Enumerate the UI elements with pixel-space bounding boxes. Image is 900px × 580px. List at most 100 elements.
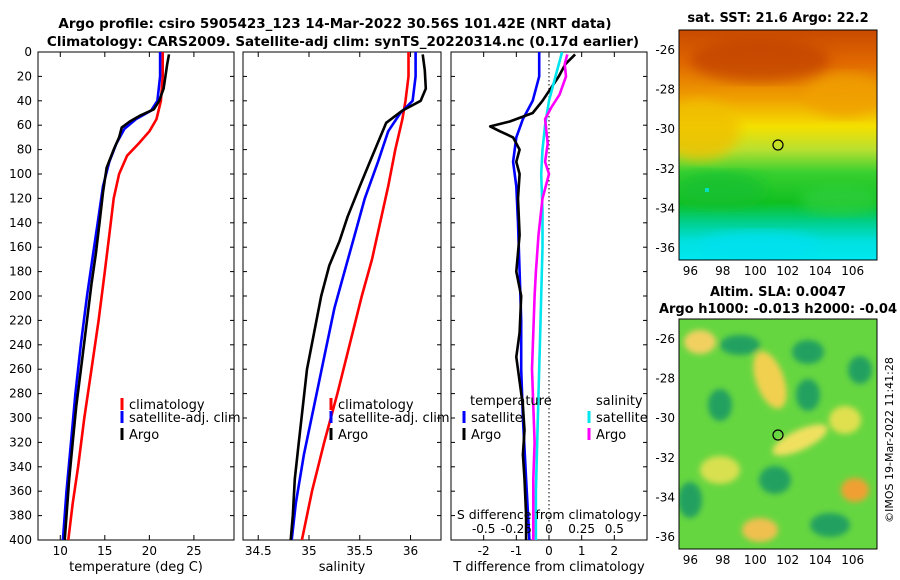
difference-legend: temperature satellite Argo salinity sate… [462, 394, 648, 443]
temperature-xtick-label: 10 [53, 544, 68, 558]
legend-label-t-satellite: satellite [471, 411, 523, 426]
legend-label-climatology: climatology [338, 398, 414, 413]
sla-map-frame [678, 318, 878, 550]
depth-tick-label: 360 [9, 484, 32, 498]
salinity-xlabel: salinity [319, 560, 366, 575]
salinity-line-satellite-adj-clim [290, 52, 417, 540]
depth-tick-label: 260 [9, 362, 32, 376]
salinity-plot [289, 52, 428, 540]
sst-map-xtick-label: 104 [809, 264, 832, 278]
depth-tick-label: 200 [9, 289, 32, 303]
legend-label-argo: Argo [338, 428, 368, 443]
difference-xlabel: T difference from climatology [452, 560, 645, 575]
sla-map-xtick-label: 96 [683, 553, 698, 567]
difference-xtick-label: 2 [611, 544, 619, 558]
temperature-xtick-label: 20 [142, 544, 157, 558]
sst-map-title: sat. SST: 21.6 Argo: 22.2 [687, 11, 868, 26]
sst-map-ytick-label: -28 [655, 82, 675, 96]
temperature-legend: climatology satellite-adj. clim Argo [120, 398, 241, 443]
depth-tick-label: 240 [9, 338, 32, 352]
sst-map-ytick-label: -34 [655, 201, 675, 215]
axes-ticks: 10 15 20 2502040608010012014016018020022024… [9, 30, 877, 567]
argo-location-marker [772, 429, 784, 441]
legend-label-satellite: satellite-adj. clim [129, 411, 241, 426]
sst-map-ytick-label: -32 [655, 162, 675, 176]
depth-tick-label: 120 [9, 191, 32, 205]
depth-tick-label: 60 [17, 118, 32, 132]
sla-map-xtick-label: 106 [841, 553, 864, 567]
salinity-line-climatology [300, 52, 410, 540]
temperature-axes [37, 51, 235, 541]
difference-line-s-satellite [534, 52, 564, 540]
depth-tick-label: 80 [17, 143, 32, 157]
depth-tick-label: 100 [9, 167, 32, 181]
sst-map-frame [678, 29, 878, 261]
salinity-xtick-label: 35 [301, 544, 316, 558]
salinity-diff-tick-label: -0.25 [501, 522, 532, 536]
sst-map [679, 30, 877, 260]
sla-map-ytick-label: -26 [655, 332, 675, 346]
credit-text: ©IMOS 19-Mar-2022 11:41:28 [883, 357, 896, 523]
sst-map-xtick-label: 98 [715, 264, 730, 278]
sst-map-xtick-label: 100 [744, 264, 767, 278]
difference-xtick-label: 0 [545, 544, 553, 558]
difference-plot [488, 52, 577, 540]
sla-map-ytick-label: -30 [655, 411, 675, 425]
salinity-legend: climatology satellite-adj. clim Argo [329, 398, 450, 443]
temperature-xtick-label: 25 [186, 544, 201, 558]
temperature-line-climatology [67, 52, 164, 540]
legend-label-argo: Argo [129, 428, 159, 443]
argo-location-marker [772, 139, 784, 151]
sla-map-xtick-label: 98 [715, 553, 730, 567]
temperature-xtick-label: 15 [97, 544, 112, 558]
difference-line-t-argo [488, 53, 577, 540]
sst-map-xtick-label: 102 [776, 264, 799, 278]
depth-tick-label: 160 [9, 240, 32, 254]
sla-map-xtick-label: 100 [744, 553, 767, 567]
sst-map-ytick-label: -36 [655, 241, 675, 255]
difference-line-s-argo [530, 54, 569, 540]
salinity-diff-tick-label: 0.25 [568, 522, 595, 536]
legend-label-s-satellite: satellite [596, 411, 648, 426]
salinity-axes [242, 51, 442, 541]
legend-label-t-argo: Argo [471, 428, 501, 443]
depth-tick-label: 340 [9, 460, 32, 474]
depth-tick-label: 220 [9, 313, 32, 327]
difference-xtick-label: -2 [478, 544, 490, 558]
sst-map-ytick-label: -30 [655, 122, 675, 136]
salinity-xtick-label: 34.5 [245, 544, 272, 558]
sla-map-title: Altim. SLA: 0.0047 [710, 285, 846, 300]
sla-map-ytick-label: -28 [655, 371, 675, 385]
salinity-xtick-label: 35.5 [346, 544, 373, 558]
salinity-diff-tick-label: 0 [545, 522, 553, 536]
depth-tick-label: 40 [17, 94, 32, 108]
legend-label-s-argo: Argo [596, 428, 626, 443]
legend-label-climatology: climatology [129, 398, 205, 413]
sst-map-xtick-label: 96 [683, 264, 698, 278]
depth-tick-label: 380 [9, 509, 32, 523]
legend-label-satellite: satellite-adj. clim [338, 411, 450, 426]
sla-map-subtitle: Argo h1000: -0.013 h2000: -0.04 [659, 302, 897, 317]
salinity-line-argo [289, 54, 428, 540]
difference-x2label: S difference from climatology [457, 507, 642, 522]
figure-title: Argo profile: csiro 5905423_123 14-Mar-2… [58, 16, 611, 32]
salinity-diff-tick-label: 0.5 [605, 522, 624, 536]
depth-tick-label: 320 [9, 435, 32, 449]
temperature-plot [61, 52, 171, 540]
legend-label-salinity: salinity [596, 394, 643, 409]
depth-tick-label: 400 [9, 533, 32, 547]
legend-label-temperature: temperature [470, 394, 552, 409]
sla-map-ytick-label: -36 [655, 530, 675, 544]
depth-tick-label: 20 [17, 69, 32, 83]
sla-map [679, 319, 877, 549]
depth-tick-label: 0 [24, 45, 32, 59]
sla-map-xtick-label: 104 [809, 553, 832, 567]
depth-tick-label: 280 [9, 387, 32, 401]
sla-map-xtick-label: 102 [776, 553, 799, 567]
salinity-xtick-label: 36 [403, 544, 418, 558]
difference-xtick-label: -1 [510, 544, 522, 558]
sla-map-ytick-label: -34 [655, 490, 675, 504]
depth-tick-label: 180 [9, 265, 32, 279]
temperature-xlabel: temperature (deg C) [69, 560, 203, 575]
